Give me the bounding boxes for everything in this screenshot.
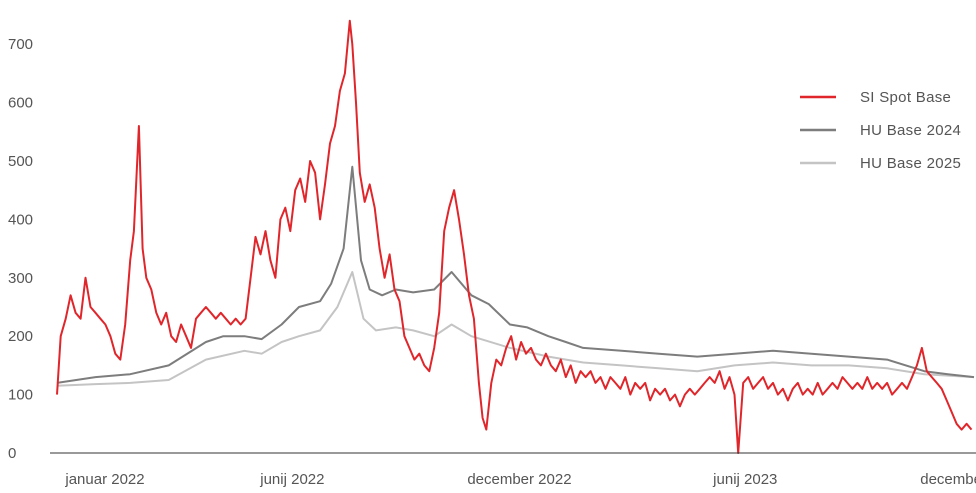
x-tick-label: januar 2022 (64, 471, 144, 488)
x-tick-label: junij 2023 (712, 471, 777, 488)
legend-label: HU Base 2025 (860, 155, 961, 172)
y-tick-label: 500 (8, 153, 33, 170)
y-tick-label: 600 (8, 95, 33, 112)
plot-area (56, 19, 975, 454)
y-tick-label: 400 (8, 211, 33, 228)
series-line (56, 165, 975, 384)
y-axis-tick-labels: 0 100 200 300 400 500 600 700 (8, 36, 33, 462)
x-tick-label: junij 2022 (259, 471, 324, 488)
x-axis-tick-labels: januar 2022 junij 2022 december 2022 junij … (64, 471, 976, 488)
y-tick-label: 700 (8, 36, 33, 53)
x-tick-label: december 2023 (920, 471, 976, 488)
y-tick-label: 300 (8, 270, 33, 287)
legend-label: SI Spot Base (860, 89, 951, 106)
legend-label: HU Base 2024 (860, 122, 961, 139)
series-line (56, 271, 975, 387)
y-tick-label: 100 (8, 387, 33, 404)
y-tick-label: 0 (8, 445, 16, 462)
x-tick-label: december 2022 (467, 471, 571, 488)
series-line (56, 19, 973, 454)
y-tick-label: 200 (8, 328, 33, 345)
legend: SI Spot Base HU Base 2024 HU Base 2025 (800, 89, 961, 172)
